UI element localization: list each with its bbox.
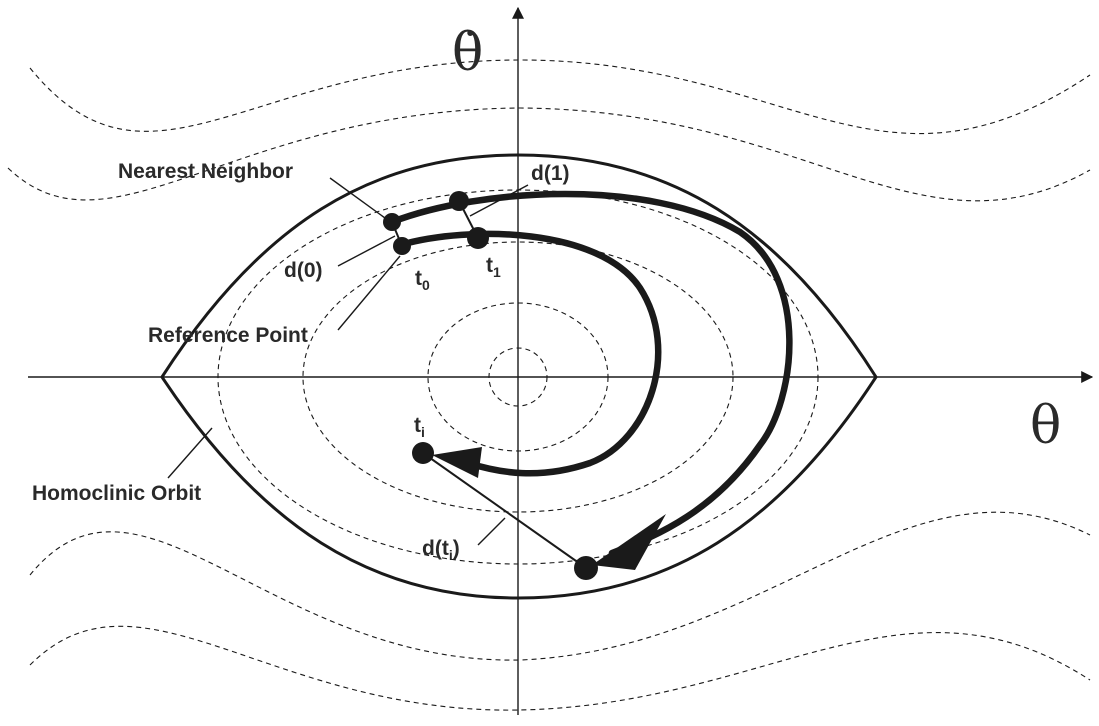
nearest-neighbor-leader <box>329 177 386 219</box>
reference-point-leader <box>337 255 401 331</box>
d0-leader <box>337 235 396 267</box>
d1-label: d(1) <box>531 162 570 185</box>
reference-point-label: Reference Point <box>148 324 308 347</box>
nearest-neighbor-label: Nearest Neighbor <box>118 160 293 183</box>
homoclinic-leader <box>167 427 213 479</box>
dti-leader <box>477 517 506 546</box>
reference-point-ti <box>412 442 434 464</box>
reference-point <box>393 237 411 255</box>
neighbor-point-ti <box>574 556 598 580</box>
outer-flow-curve-bottom-2 <box>29 625 1091 711</box>
ti-label: ti <box>414 414 425 440</box>
reference-trajectory <box>396 230 662 477</box>
t0-label: t0 <box>415 267 430 293</box>
d0-label: d(0) <box>284 259 323 282</box>
outer-flow-curve-bottom-1 <box>29 511 1091 661</box>
neighbor-point-t1 <box>449 191 469 211</box>
theta-dot-label: θ̇ <box>452 23 483 83</box>
outer-flow-curve-top-1 <box>29 59 1091 135</box>
nearest-neighbor-point <box>383 213 401 231</box>
t1-label: t1 <box>486 254 501 280</box>
dti-label: d(ti) <box>422 537 460 563</box>
homoclinic-orbit-label: Homoclinic Orbit <box>32 482 201 505</box>
neighbor-trajectory <box>388 190 793 557</box>
neighbor-trajectory-arrowhead <box>592 514 666 570</box>
theta-label: θ <box>1030 396 1061 456</box>
separation-dti-segment <box>422 452 587 569</box>
reference-trajectory-arrowhead <box>432 447 482 478</box>
outer-flow-curve-top-2 <box>7 107 1091 202</box>
reference-point-t1 <box>467 227 489 249</box>
d1-leader <box>469 184 529 217</box>
